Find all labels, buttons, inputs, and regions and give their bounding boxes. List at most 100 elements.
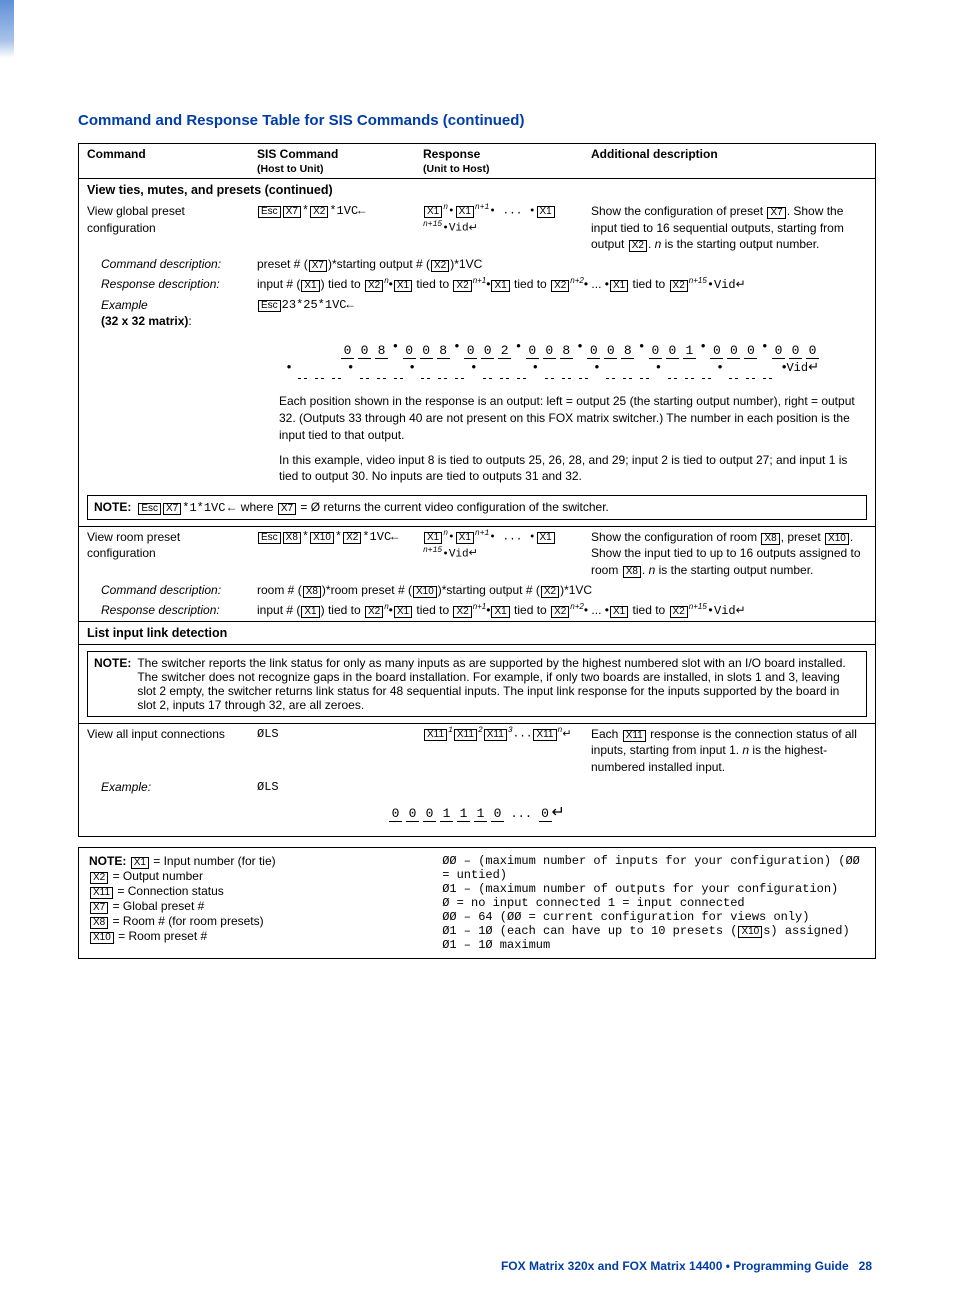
text: tied to [629,603,668,617]
x11-box: X11 [533,729,556,741]
command-table: Command SIS Command (Host to Unit) Respo… [78,143,876,837]
note-body: The switcher reports the link status for… [137,656,860,712]
x7-box: X7 [309,260,327,272]
x8-box: X8 [761,533,779,545]
enter-arrow-icon [358,204,365,218]
col-response: Response (Unit to Host) [423,146,591,176]
text: input # [257,277,296,291]
note-esc-x7: NOTE: EscX7*1*1VC where X7 = Ø returns t… [87,495,867,520]
side-gradient-bar [0,0,14,58]
text: room # [257,583,298,597]
x8-box: X8 [283,532,301,544]
table-header-row: Command SIS Command (Host to Unit) Respo… [79,144,875,178]
x10-box: X10 [413,586,437,598]
sup: n+15 [689,602,707,611]
cmd-desc-body: preset # X7*starting output # X2*1VC [257,256,867,272]
text: tied to [511,603,550,617]
col-resp-title: Response [423,147,480,161]
return-icon [469,223,478,235]
col-resp-sub: (Unit to Host) [423,162,585,176]
text: *1VC [454,257,482,271]
text: tied to [629,277,668,291]
enter-arrow-icon [225,500,237,514]
vid-text: Vid [449,548,469,560]
esc-key: Esc [258,532,281,544]
x10-box: X10 [825,533,849,545]
row-vrp-cmd-desc: Command description: room # X8*room pres… [79,580,875,600]
esc-key: Esc [258,300,281,312]
sis-body: 23*25*1VC [282,298,347,312]
text: *starting output # [332,257,426,271]
return-icon [552,804,565,821]
text: where [237,500,276,514]
x2-box: X2 [431,260,449,272]
sup: n+2 [570,602,584,611]
text: . [642,563,649,577]
example-sub: (32 x 32 matrix) [101,314,188,328]
description: Show the configuration of preset X7. Sho… [591,203,867,252]
return-icon [469,548,478,560]
x2-box: X2 [551,606,569,618]
x2-box: X2 [453,280,471,292]
text: ... • [588,277,609,291]
x7-box: X7 [767,207,785,219]
sup-n2: n+2 [570,276,584,285]
col-sis: SIS Command (Host to Unit) [257,146,423,176]
cmd-label: View room preset configuration [87,529,257,561]
section-link-detection: List input link detection [79,622,875,644]
row-vall-example: Example: ØLS [79,777,875,797]
col-sis-title: SIS Command [257,147,338,161]
row-view-global-preset: View global preset configuration EscX7*X… [79,201,875,254]
cmd-label: View all input connections [87,726,257,742]
row-vrp-resp-desc: Response description: input # X1 tied to… [79,600,875,621]
response: X1n•X1n+1• ... •X1n+15•Vid [423,529,591,562]
cmd-label: View global preset configuration [87,203,257,235]
x2-box: X2 [551,280,569,292]
page-footer: FOX Matrix 320x and FOX Matrix 14400 • P… [78,1259,876,1273]
note-link-detection: NOTE: The switcher reports the link stat… [87,651,867,717]
desc-text: . [648,237,655,251]
resp-desc-body: input # X1 tied to X2n•X1 tied to X2n+1•… [257,602,867,619]
text: *starting output # [442,583,536,597]
x1-box: X1 [301,280,319,292]
x2-box: X2 [343,532,361,544]
row-view-all-inputs: View all input connections ØLS X111X112X… [79,724,875,777]
sup-n1: n+1 [473,276,487,285]
x1-box: X1 [424,206,442,218]
x1-box: X1 [456,206,474,218]
note-label: NOTE: [94,656,131,712]
sup-n15: n+15 [689,276,707,285]
return-icon [808,359,819,374]
enter-arrow-icon [391,530,398,544]
footer-title: FOX Matrix 320x and FOX Matrix 14400 • P… [501,1259,849,1273]
text: = Ø returns the current video configurat… [297,500,609,514]
sup-n: n [384,276,388,285]
text: ... • [588,603,609,617]
text: tied to [511,277,550,291]
col-desc: Additional description [591,146,867,162]
para-explanation-2: In this example, video input 8 is tied t… [79,448,875,490]
text: tied to [325,603,364,617]
cmd-desc-label: Command description: [87,256,257,272]
sis-tail: *1VC [329,204,358,218]
x11-box: X11 [454,729,477,741]
text: *1VC [564,583,592,597]
cmd-desc-label: Command description: [87,582,257,598]
page-number: 28 [859,1259,872,1273]
x11-box: X11 [424,729,447,741]
divider [79,644,875,645]
example-response: 008•008•002•008•008•001•000•000 • • • • … [79,332,875,390]
row-view-room-preset: View room preset configuration EscX8*X10… [79,527,875,580]
x1-box: X1 [610,280,628,292]
resp-desc-label: Response description: [87,602,257,618]
x11-box: X11 [623,730,646,742]
x1-box: X1 [301,606,319,618]
page: Command and Response Table for SIS Comma… [0,0,954,1303]
resp-desc-body: input # X1 tied to X2n•X1 tied to X2n+1•… [257,276,867,293]
row-example: Example (32 x 32 matrix): Esc23*25*1VC [79,295,875,331]
x7-box: X7 [163,503,181,515]
sis-command: ØLS [257,726,423,742]
page-title: Command and Response Table for SIS Comma… [78,112,876,129]
sup: n [384,602,388,611]
response: X111X112X113...X11n [423,726,591,743]
